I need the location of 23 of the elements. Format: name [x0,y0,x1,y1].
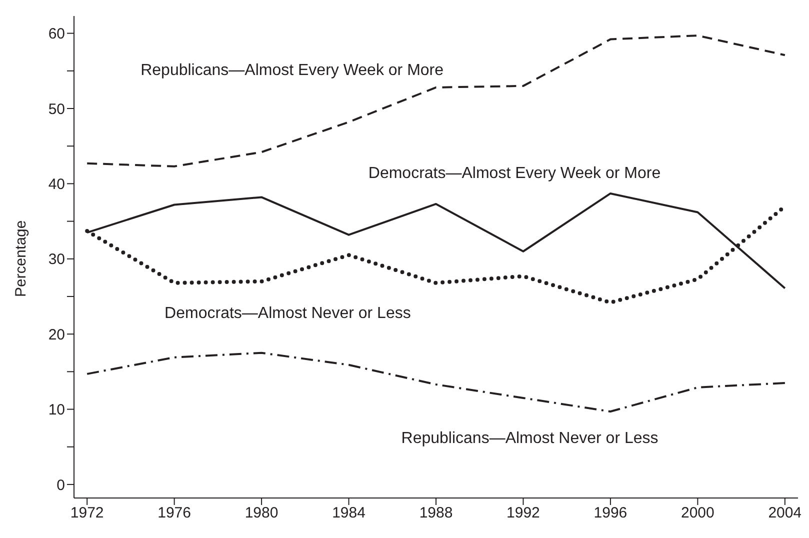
x-tick-label: 1992 [506,504,540,522]
x-tick-label: 1988 [419,504,453,522]
x-tick-label: 1996 [594,504,628,522]
y-tick-label: 20 [48,326,65,344]
x-tick-label: 2004 [768,504,802,522]
x-tick-label: 1984 [332,504,366,522]
line-series [86,34,786,168]
series-label: Republicans—Almost Never or Less [401,430,658,448]
y-tick-label: 40 [48,176,65,194]
y-tick-label: 0 [56,476,65,494]
y-tick-label: 10 [48,402,65,419]
series-label: Democrats—Almost Never or Less [164,304,411,323]
line-series [86,352,786,413]
x-tick-label: 1980 [244,504,278,522]
x-tick-label: 1972 [70,504,104,522]
y-axis-title: Percentage [12,220,30,297]
y-tick-label: 60 [48,26,65,43]
series-label: Republicans—Almost Every Week or More [140,62,444,80]
y-tick-label: 30 [48,251,65,268]
y-tick-label: 50 [48,100,65,118]
series-label: Democrats—Almost Every Week or More [368,164,661,183]
x-tick-label: 2000 [681,504,714,522]
x-tick-label: 1976 [158,504,191,522]
